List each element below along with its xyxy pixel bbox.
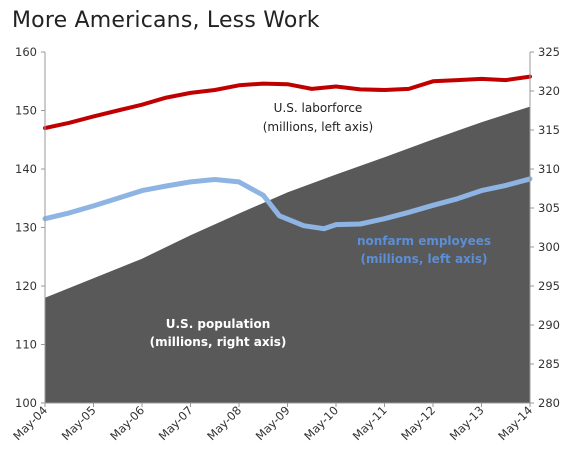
left-tick-label: 100	[15, 396, 37, 410]
right-tick-label: 280	[538, 396, 560, 410]
annotation-laborforce-line1: U.S. laborforce	[274, 101, 363, 115]
series-laborforce-line	[43, 74, 532, 131]
annotation-nonfarm-line2: (millions, left axis)	[360, 252, 487, 266]
right-tick-label: 325	[538, 45, 560, 59]
left-tick-label: 120	[15, 279, 37, 293]
x-tick-label: May-05	[59, 403, 99, 443]
x-tick-label: May-08	[204, 403, 244, 443]
right-tick-label: 305	[538, 201, 560, 215]
left-tick-label: 160	[15, 45, 37, 59]
x-tick-label: May-07	[156, 403, 196, 443]
series-nonfarm-line	[42, 176, 533, 232]
x-tick-label: May-06	[107, 403, 147, 443]
annotation-laborforce-line2: (millions, left axis)	[263, 120, 374, 134]
right-tick-label: 295	[538, 279, 560, 293]
annotation-population-line1: U.S. population	[166, 317, 271, 331]
series-population-area	[45, 106, 530, 403]
x-tick-label: May-12	[398, 403, 438, 443]
right-tick-label: 290	[538, 318, 560, 332]
right-tick-label: 285	[538, 357, 560, 371]
left-tick-label: 130	[15, 221, 37, 235]
right-tick-label: 315	[538, 123, 560, 137]
x-tick-label: May-10	[301, 403, 341, 443]
x-tick-label: May-11	[350, 403, 390, 443]
right-tick-label: 320	[538, 84, 560, 98]
x-tick-label: May-09	[253, 403, 293, 443]
left-tick-label: 150	[15, 104, 37, 118]
left-tick-label: 110	[15, 338, 37, 352]
x-tick-label: May-13	[447, 403, 487, 443]
chart-title: More Americans, Less Work	[12, 8, 320, 33]
right-tick-label: 310	[538, 162, 560, 176]
left-tick-label: 140	[15, 162, 37, 176]
annotation-nonfarm-line1: nonfarm employees	[357, 234, 491, 248]
x-tick-label: May-14	[495, 403, 535, 443]
right-tick-label: 300	[538, 240, 560, 254]
annotation-population-line2: (millions, right axis)	[150, 335, 287, 349]
